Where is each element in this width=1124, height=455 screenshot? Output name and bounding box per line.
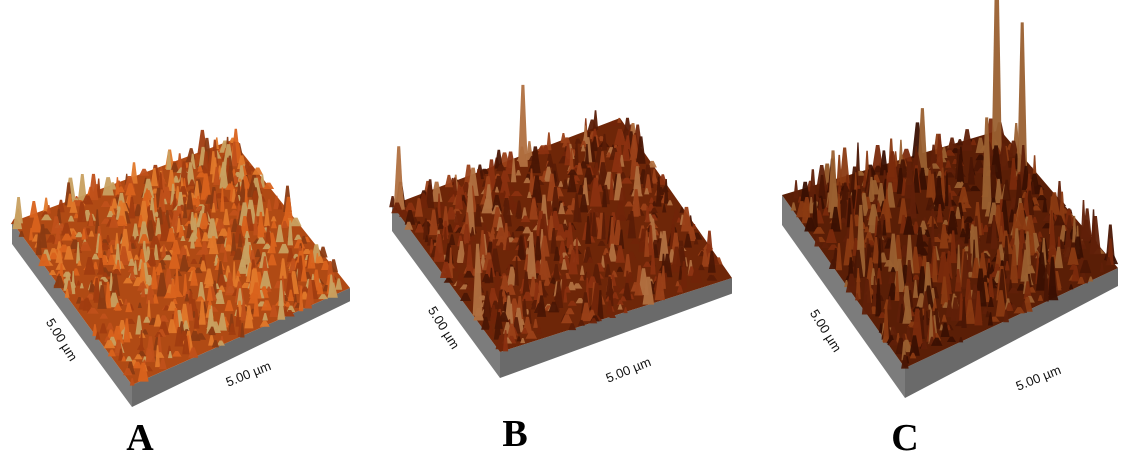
surfaces (11, 0, 1118, 407)
spike (794, 180, 799, 198)
axis-label: 5.00 µm (224, 358, 273, 390)
panel-label: B (502, 413, 527, 455)
figure: A B C 5.00 µm 5.00 µm 5.00 µm 5.00 µm 5.… (0, 0, 1124, 455)
axis-label: 5.00 µm (807, 307, 845, 355)
panel-label: A (126, 417, 154, 455)
peak (992, 0, 1002, 154)
axis-label: 5.00 µm (1014, 362, 1063, 394)
panel-label: C (891, 417, 918, 455)
spike (30, 201, 39, 218)
peak (518, 85, 528, 167)
axis-label: 5.00 µm (604, 354, 653, 386)
